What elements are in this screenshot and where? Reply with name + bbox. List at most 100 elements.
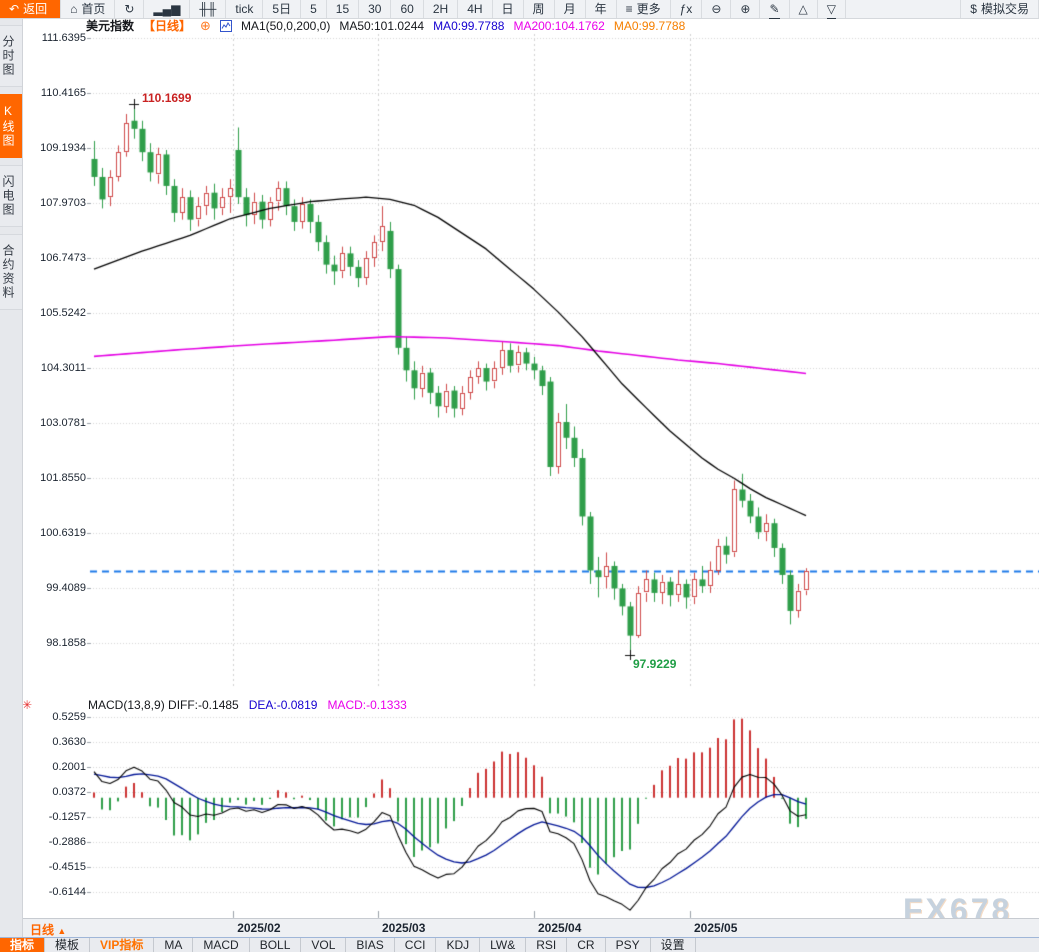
toolbar-interval-tick-button[interactable]: tick xyxy=(226,0,264,18)
left-sidebar: 分时图 K线图闪电图合约资料 xyxy=(0,18,23,952)
indicator-settings-icon[interactable]: ✳ xyxy=(22,698,33,712)
price-tick-label: 99.4089 xyxy=(46,582,86,594)
interval-15-label: 15 xyxy=(335,2,350,16)
chart-type-icon: ▂▄▆ xyxy=(153,2,181,16)
interval-60-label: 60 xyxy=(400,2,414,16)
toolbar-triangle-down-icon[interactable]: ▽ xyxy=(818,0,846,19)
indicator-tab-PSY[interactable]: PSY xyxy=(606,938,651,952)
lowest-price-annotation: 97.9229 xyxy=(633,656,677,671)
month-label: 2025/05 xyxy=(694,921,738,935)
indicator-tab-[interactable]: 模板 xyxy=(45,938,91,952)
triangle-down-icon: ▽ xyxy=(826,0,836,19)
macd-tick-label: -0.6144 xyxy=(48,886,86,898)
toolbar-zoom-in-icon[interactable]: ⊕ xyxy=(731,0,761,18)
toolbar-back-button[interactable]: ↶ 返回 xyxy=(0,0,62,18)
caret-up-icon: ▲ xyxy=(57,926,67,936)
indicator-tab-MA[interactable]: MA xyxy=(154,938,194,952)
ma200-value: MA200:104.1762 xyxy=(513,18,605,33)
macd-tick-label: -0.1257 xyxy=(48,811,86,823)
indicator-tab-RSI[interactable]: RSI xyxy=(526,938,568,952)
indicator-tab-VIP[interactable]: VIP指标 xyxy=(90,938,155,952)
month-label: 2025/04 xyxy=(538,921,582,935)
toolbar-interval-4h-button[interactable]: 4H xyxy=(458,0,493,18)
price-tick-label: 98.1858 xyxy=(46,637,86,649)
toolbar-chart-type-icon[interactable]: ▂▄▆ xyxy=(144,0,191,18)
toolbar-formula-button[interactable]: ƒx xyxy=(671,0,703,18)
toolbar-interval-week-button[interactable]: 周 xyxy=(524,0,555,18)
refresh-icon: ↻ xyxy=(124,2,135,16)
interval-2h-label: 2H xyxy=(432,2,449,16)
back-label: 返回 xyxy=(23,2,48,16)
price-tick-label: 106.7473 xyxy=(40,252,86,264)
interval-day-label: 日 xyxy=(501,2,514,16)
toolbar-zoom-out-icon[interactable]: ⊖ xyxy=(702,0,732,18)
triangle-up-icon: △ xyxy=(798,2,808,16)
sidebar-tab-kline-chart[interactable]: K线图 xyxy=(0,94,22,158)
indicator-tab-BIAS[interactable]: BIAS xyxy=(346,938,395,952)
price-tick-label: 103.0781 xyxy=(40,417,86,429)
period-tag: 【日线】 xyxy=(143,19,192,33)
indicator-settings-icon: ╫╫ xyxy=(199,2,217,16)
toolbar-refresh-icon[interactable]: ↻ xyxy=(115,0,145,18)
toolbar-indicator-settings-icon[interactable]: ╫╫ xyxy=(190,0,227,18)
month-label: 2025/02 xyxy=(237,921,281,935)
time-axis-row: 日线 ▲ 2025/02 2025/03 2025/04 2025/05 xyxy=(22,918,1039,938)
interval-4h-label: 4H xyxy=(467,2,483,16)
price-tick-label: 109.1934 xyxy=(40,142,86,154)
toolbar-more-button[interactable]: ≡ 更多 xyxy=(617,0,671,18)
toolbar-interval-month-button[interactable]: 月 xyxy=(555,0,586,18)
macd-tick-label: 0.2001 xyxy=(52,761,86,773)
sim-trading-icon: $ xyxy=(970,2,977,16)
indicator-tab-CR[interactable]: CR xyxy=(567,938,606,952)
formula-label: ƒx xyxy=(679,2,693,16)
zoom-out-icon: ⊖ xyxy=(711,2,722,16)
home-label: 首页 xyxy=(81,2,106,16)
toolbar-home-button[interactable]: ⌂ 首页 xyxy=(61,0,116,18)
toolbar-interval-60-button[interactable]: 60 xyxy=(391,0,424,18)
ma50-value: MA50:101.0244 xyxy=(339,18,425,33)
toolbar-sim-trading-button[interactable]: $ 模拟交易 xyxy=(960,0,1039,18)
interval-5d-label: 5日 xyxy=(272,2,292,16)
price-tick-label: 100.6319 xyxy=(40,527,86,539)
toolbar-interval-30-button[interactable]: 30 xyxy=(359,0,392,18)
zoom-in-icon: ⊕ xyxy=(740,2,751,16)
chart-title-row: 美元指数 【日线】 ⊕ MA1(50,0,200,0) MA50:101.024… xyxy=(86,17,686,34)
toolbar-interval-5d-button[interactable]: 5日 xyxy=(263,0,302,18)
price-tick-label: 111.6395 xyxy=(41,32,86,44)
ma0-orange-value: MA0:99.7788 xyxy=(613,18,686,33)
interval-year-label: 年 xyxy=(594,2,607,16)
indicator-tab-MACD[interactable]: MACD xyxy=(193,938,250,952)
draw-pencil-icon: ✎ xyxy=(769,0,780,19)
sidebar-tab-lightning-chart[interactable]: 闪电图 xyxy=(0,165,22,227)
macd-header: MACD(13,8,9) DIFF:-0.1485 DEA:-0.0819 MA… xyxy=(88,698,407,712)
indicator-tab-BOLL[interactable]: BOLL xyxy=(250,938,302,952)
toolbar-interval-year-button[interactable]: 年 xyxy=(586,0,617,18)
price-tick-label: 104.3011 xyxy=(40,362,86,374)
toolbar-triangle-up-icon[interactable]: △ xyxy=(790,0,818,18)
symbol-name: 美元指数 xyxy=(86,19,135,33)
macd-tick-label: -0.4515 xyxy=(48,861,86,873)
interval-week-label: 周 xyxy=(532,2,545,16)
ma-settings-label[interactable]: MA1(50,0,200,0) xyxy=(240,18,331,33)
mini-chart-icon[interactable] xyxy=(219,19,232,32)
toolbar-interval-15-button[interactable]: 15 xyxy=(327,0,360,18)
indicator-tab-CCI[interactable]: CCI xyxy=(395,938,437,952)
toolbar-interval-day-button[interactable]: 日 xyxy=(493,0,524,18)
indicator-tabs-row: 指标 模板 VIP指标 MA MACD BOLL VOL BIAS CCI KDJ LW& RSI CR… xyxy=(0,937,1039,952)
indicator-tab-[interactable]: 设置 xyxy=(651,938,696,952)
toolbar-interval-2h-button[interactable]: 2H xyxy=(424,0,459,18)
indicator-tab-[interactable]: 指标 xyxy=(0,938,46,952)
price-tick-label: 107.9703 xyxy=(40,197,86,209)
price-tick-label: 110.4165 xyxy=(40,87,86,99)
indicator-tab-VOL[interactable]: VOL xyxy=(301,938,347,952)
period-dropdown[interactable]: 日线 ▲ xyxy=(30,923,67,937)
back-icon: ↶ xyxy=(9,2,20,16)
sidebar-tab-contract-info[interactable]: 合约资料 xyxy=(0,234,22,310)
indicator-tab-LW[interactable]: LW& xyxy=(480,938,527,952)
sidebar-tab-time-chart[interactable]: 分时图 xyxy=(0,25,22,87)
toolbar-draw-pencil-icon[interactable]: ✎ xyxy=(760,0,790,19)
toolbar-interval-5-button[interactable]: 5 xyxy=(301,0,327,18)
add-overlay-icon[interactable]: ⊕ xyxy=(200,17,211,33)
indicator-tab-KDJ[interactable]: KDJ xyxy=(436,938,481,952)
